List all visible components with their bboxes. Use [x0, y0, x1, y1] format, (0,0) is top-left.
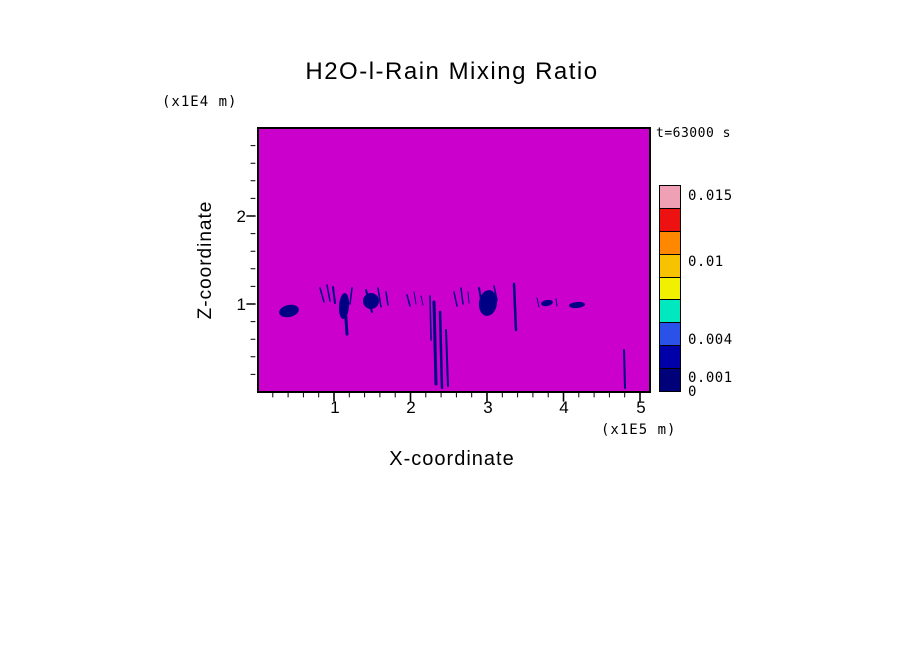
- colorbar-label: 0.015: [688, 188, 733, 204]
- colorbar-segment: [660, 276, 680, 300]
- x-tick-label: 5: [636, 398, 646, 417]
- y-axis-unit-label: (x1E4 m): [162, 94, 238, 110]
- plot-area: [257, 127, 651, 393]
- y-axis-title: Z-coordinate: [195, 200, 216, 320]
- time-annotation: t=63000 s: [656, 126, 731, 141]
- colorbar-segment: [660, 207, 680, 231]
- colorbar: [659, 185, 681, 392]
- colorbar-segment: [660, 368, 680, 392]
- colorbar-label: 0.001: [688, 370, 733, 386]
- chart-title: H2O-l-Rain Mixing Ratio: [305, 58, 599, 85]
- y-tick-label: 2: [236, 207, 246, 226]
- colorbar-segment: [660, 230, 680, 254]
- colorbar-label: 0: [688, 384, 697, 400]
- x-tick-label: 4: [559, 398, 569, 417]
- colorbar-label: 0.01: [688, 254, 724, 270]
- x-axis-title: X-coordinate: [389, 448, 515, 470]
- colorbar-segment: [660, 186, 680, 208]
- colorbar-segment: [660, 299, 680, 323]
- colorbar-segment: [660, 345, 680, 369]
- colorbar-segment: [660, 253, 680, 277]
- x-tick-label: 2: [406, 398, 416, 417]
- colorbar-label: 0.004: [688, 332, 733, 348]
- x-tick-label: 3: [483, 398, 493, 417]
- y-tick-label: 1: [236, 295, 246, 314]
- colorbar-segment: [660, 322, 680, 346]
- x-tick-label: 1: [330, 398, 340, 417]
- x-axis-unit-label: (x1E5 m): [601, 422, 677, 438]
